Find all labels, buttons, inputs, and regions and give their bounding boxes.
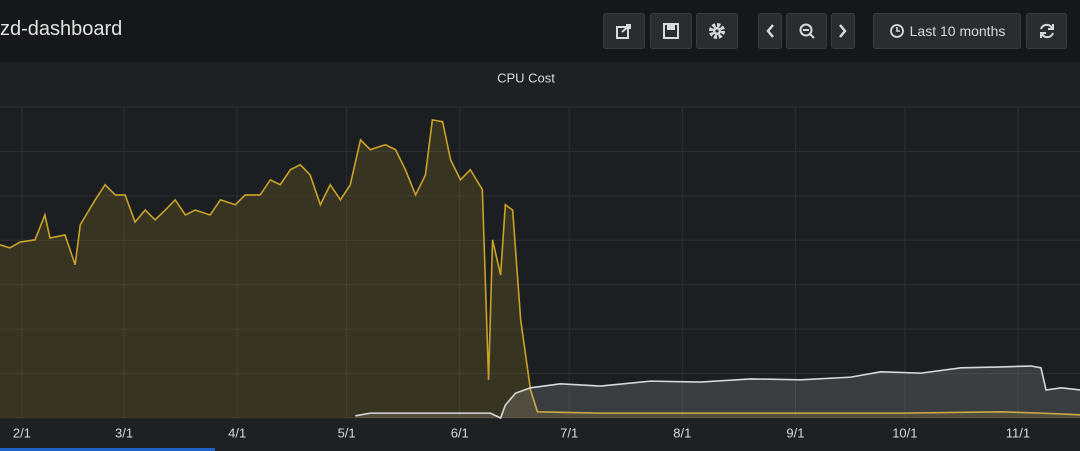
settings-button[interactable] (696, 13, 738, 49)
settings-icon (709, 23, 725, 39)
x-tick-label: 10/1 (892, 425, 917, 440)
share-icon (616, 24, 631, 39)
area-fill (355, 366, 1080, 418)
area-fill (0, 119, 1080, 418)
forward-icon (839, 24, 847, 38)
x-tick-label: 4/1 (228, 425, 246, 440)
back-button[interactable] (758, 13, 782, 49)
x-tick-label: 9/1 (786, 425, 804, 440)
x-tick-label: 7/1 (560, 425, 578, 440)
save-icon (663, 23, 679, 39)
header: zd-dashboard Last 10 months (0, 0, 1080, 62)
refresh-icon (1039, 23, 1054, 39)
x-tick-label: 11/1 (1006, 425, 1030, 440)
zoom-button[interactable] (786, 13, 827, 49)
chart-panel: CPU Cost 2/1 3/1 4/1 5/1 6/1 7/1 8/1 9/1 10/1 11/… (0, 62, 1080, 451)
back-icon (766, 24, 774, 38)
zoom-icon (799, 23, 815, 39)
x-tick-label: 8/1 (673, 425, 691, 440)
x-tick-label: 2/1 (13, 425, 31, 440)
share-button[interactable] (603, 13, 645, 49)
forward-button[interactable] (831, 13, 855, 49)
x-tick-label: 5/1 (338, 425, 356, 440)
plot-background (0, 107, 1080, 418)
x-tick-label: 6/1 (451, 425, 469, 440)
series-line (355, 365, 1080, 420)
scrollbar (0, 448, 215, 451)
clock-icon (889, 24, 904, 38)
dashboard-title[interactable]: zd-dashboard (0, 18, 123, 40)
refresh-button[interactable] (1026, 13, 1067, 49)
save-button[interactable] (650, 13, 692, 49)
time-range: Last 10 months (909, 23, 1006, 39)
series-line (0, 118, 1080, 416)
x-tick-label: 3/1 (115, 425, 133, 440)
time-picker[interactable]: Last 10 months (873, 13, 1021, 49)
panel-title: CPU Cost (497, 70, 555, 85)
